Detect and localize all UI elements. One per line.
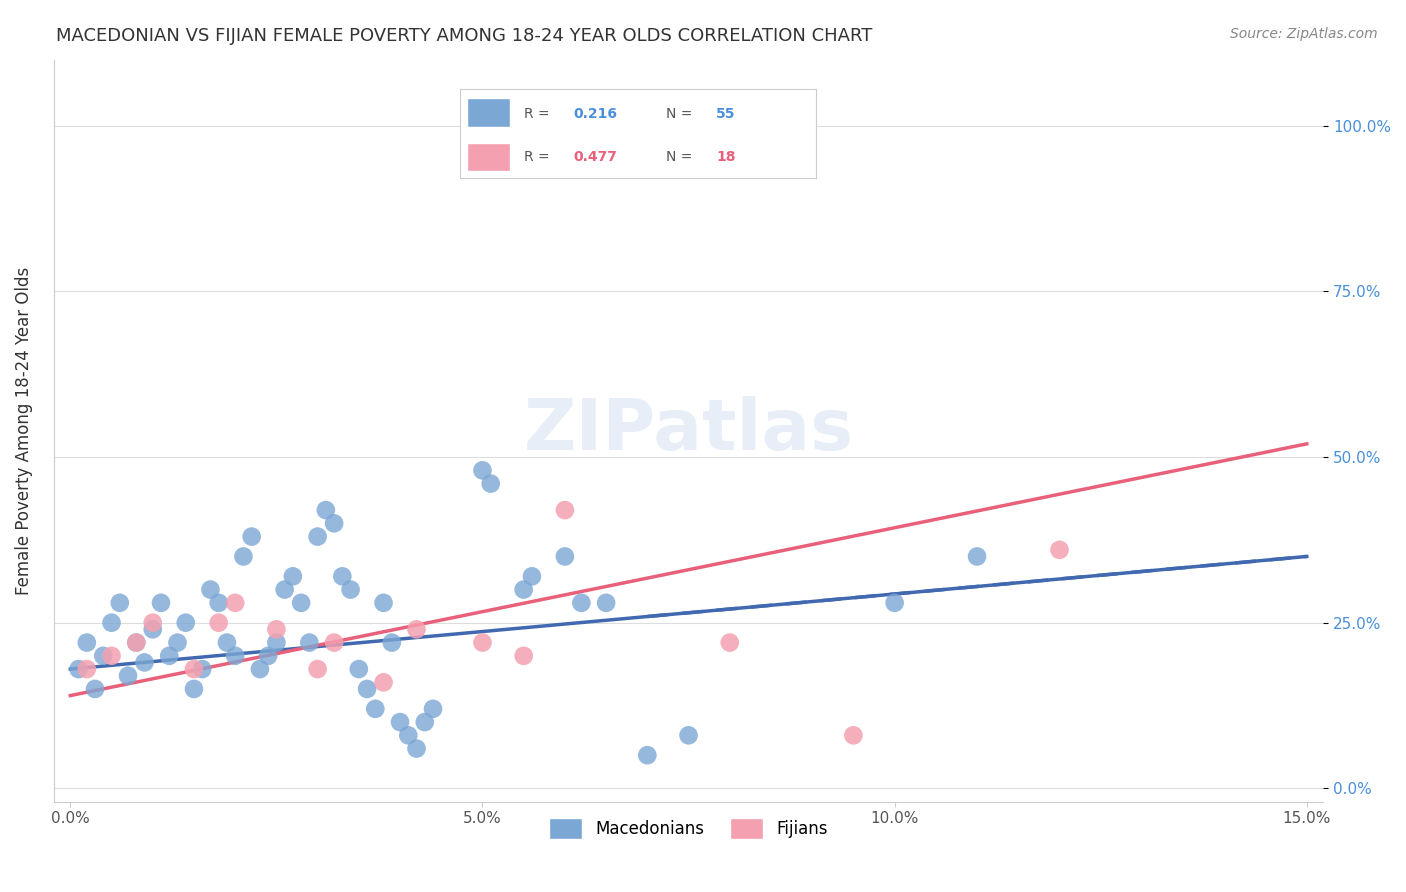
Text: Source: ZipAtlas.com: Source: ZipAtlas.com <box>1230 27 1378 41</box>
Text: MACEDONIAN VS FIJIAN FEMALE POVERTY AMONG 18-24 YEAR OLDS CORRELATION CHART: MACEDONIAN VS FIJIAN FEMALE POVERTY AMON… <box>56 27 873 45</box>
Point <box>471 463 494 477</box>
Point <box>307 530 329 544</box>
Point <box>1049 542 1071 557</box>
Point <box>290 596 312 610</box>
Point <box>381 635 404 649</box>
Point <box>389 715 412 730</box>
Point <box>67 662 90 676</box>
Point <box>183 681 205 696</box>
Point <box>125 635 148 649</box>
Point <box>100 615 122 630</box>
Point <box>150 596 173 610</box>
Point <box>183 662 205 676</box>
Point <box>373 596 395 610</box>
Point <box>636 748 658 763</box>
Point <box>554 503 576 517</box>
Point <box>413 715 436 730</box>
Point <box>273 582 295 597</box>
Point <box>298 635 321 649</box>
Point <box>512 582 534 597</box>
Point <box>91 648 114 663</box>
Point <box>224 648 246 663</box>
Point <box>100 648 122 663</box>
Legend: Macedonians, Fijians: Macedonians, Fijians <box>543 812 835 846</box>
Point <box>215 635 238 649</box>
Point <box>307 662 329 676</box>
Point <box>571 596 593 610</box>
Point <box>678 728 700 742</box>
Point <box>842 728 865 742</box>
Point <box>125 635 148 649</box>
Point <box>257 648 280 663</box>
Point <box>208 596 231 610</box>
Point <box>76 635 98 649</box>
Point <box>134 656 156 670</box>
Y-axis label: Female Poverty Among 18-24 Year Olds: Female Poverty Among 18-24 Year Olds <box>15 267 32 595</box>
Point <box>520 569 543 583</box>
Point <box>330 569 353 583</box>
Point <box>356 681 378 696</box>
Point <box>142 623 165 637</box>
Point <box>249 662 271 676</box>
Point <box>471 635 494 649</box>
Point <box>142 615 165 630</box>
Point <box>364 702 387 716</box>
Point <box>191 662 214 676</box>
Point <box>117 669 139 683</box>
Point <box>240 530 263 544</box>
Point <box>266 623 288 637</box>
Point <box>396 728 419 742</box>
Point <box>208 615 231 630</box>
Point <box>174 615 197 630</box>
Point <box>166 635 188 649</box>
Point <box>479 476 502 491</box>
Point <box>315 503 337 517</box>
Point <box>405 741 427 756</box>
Point <box>339 582 361 597</box>
Point <box>785 119 807 133</box>
Text: ZIPatlas: ZIPatlas <box>523 396 853 465</box>
Point <box>200 582 222 597</box>
Point <box>595 596 617 610</box>
Point <box>224 596 246 610</box>
Point <box>883 596 905 610</box>
Point <box>405 623 427 637</box>
Point <box>76 662 98 676</box>
Point <box>718 635 741 649</box>
Point <box>323 516 346 531</box>
Point <box>373 675 395 690</box>
Point <box>84 681 107 696</box>
Point <box>232 549 254 564</box>
Point <box>966 549 988 564</box>
Point <box>347 662 370 676</box>
Point <box>108 596 131 610</box>
Point <box>281 569 304 583</box>
Point <box>323 635 346 649</box>
Point <box>554 549 576 564</box>
Point <box>512 648 534 663</box>
Point <box>266 635 288 649</box>
Point <box>157 648 180 663</box>
Point <box>422 702 444 716</box>
